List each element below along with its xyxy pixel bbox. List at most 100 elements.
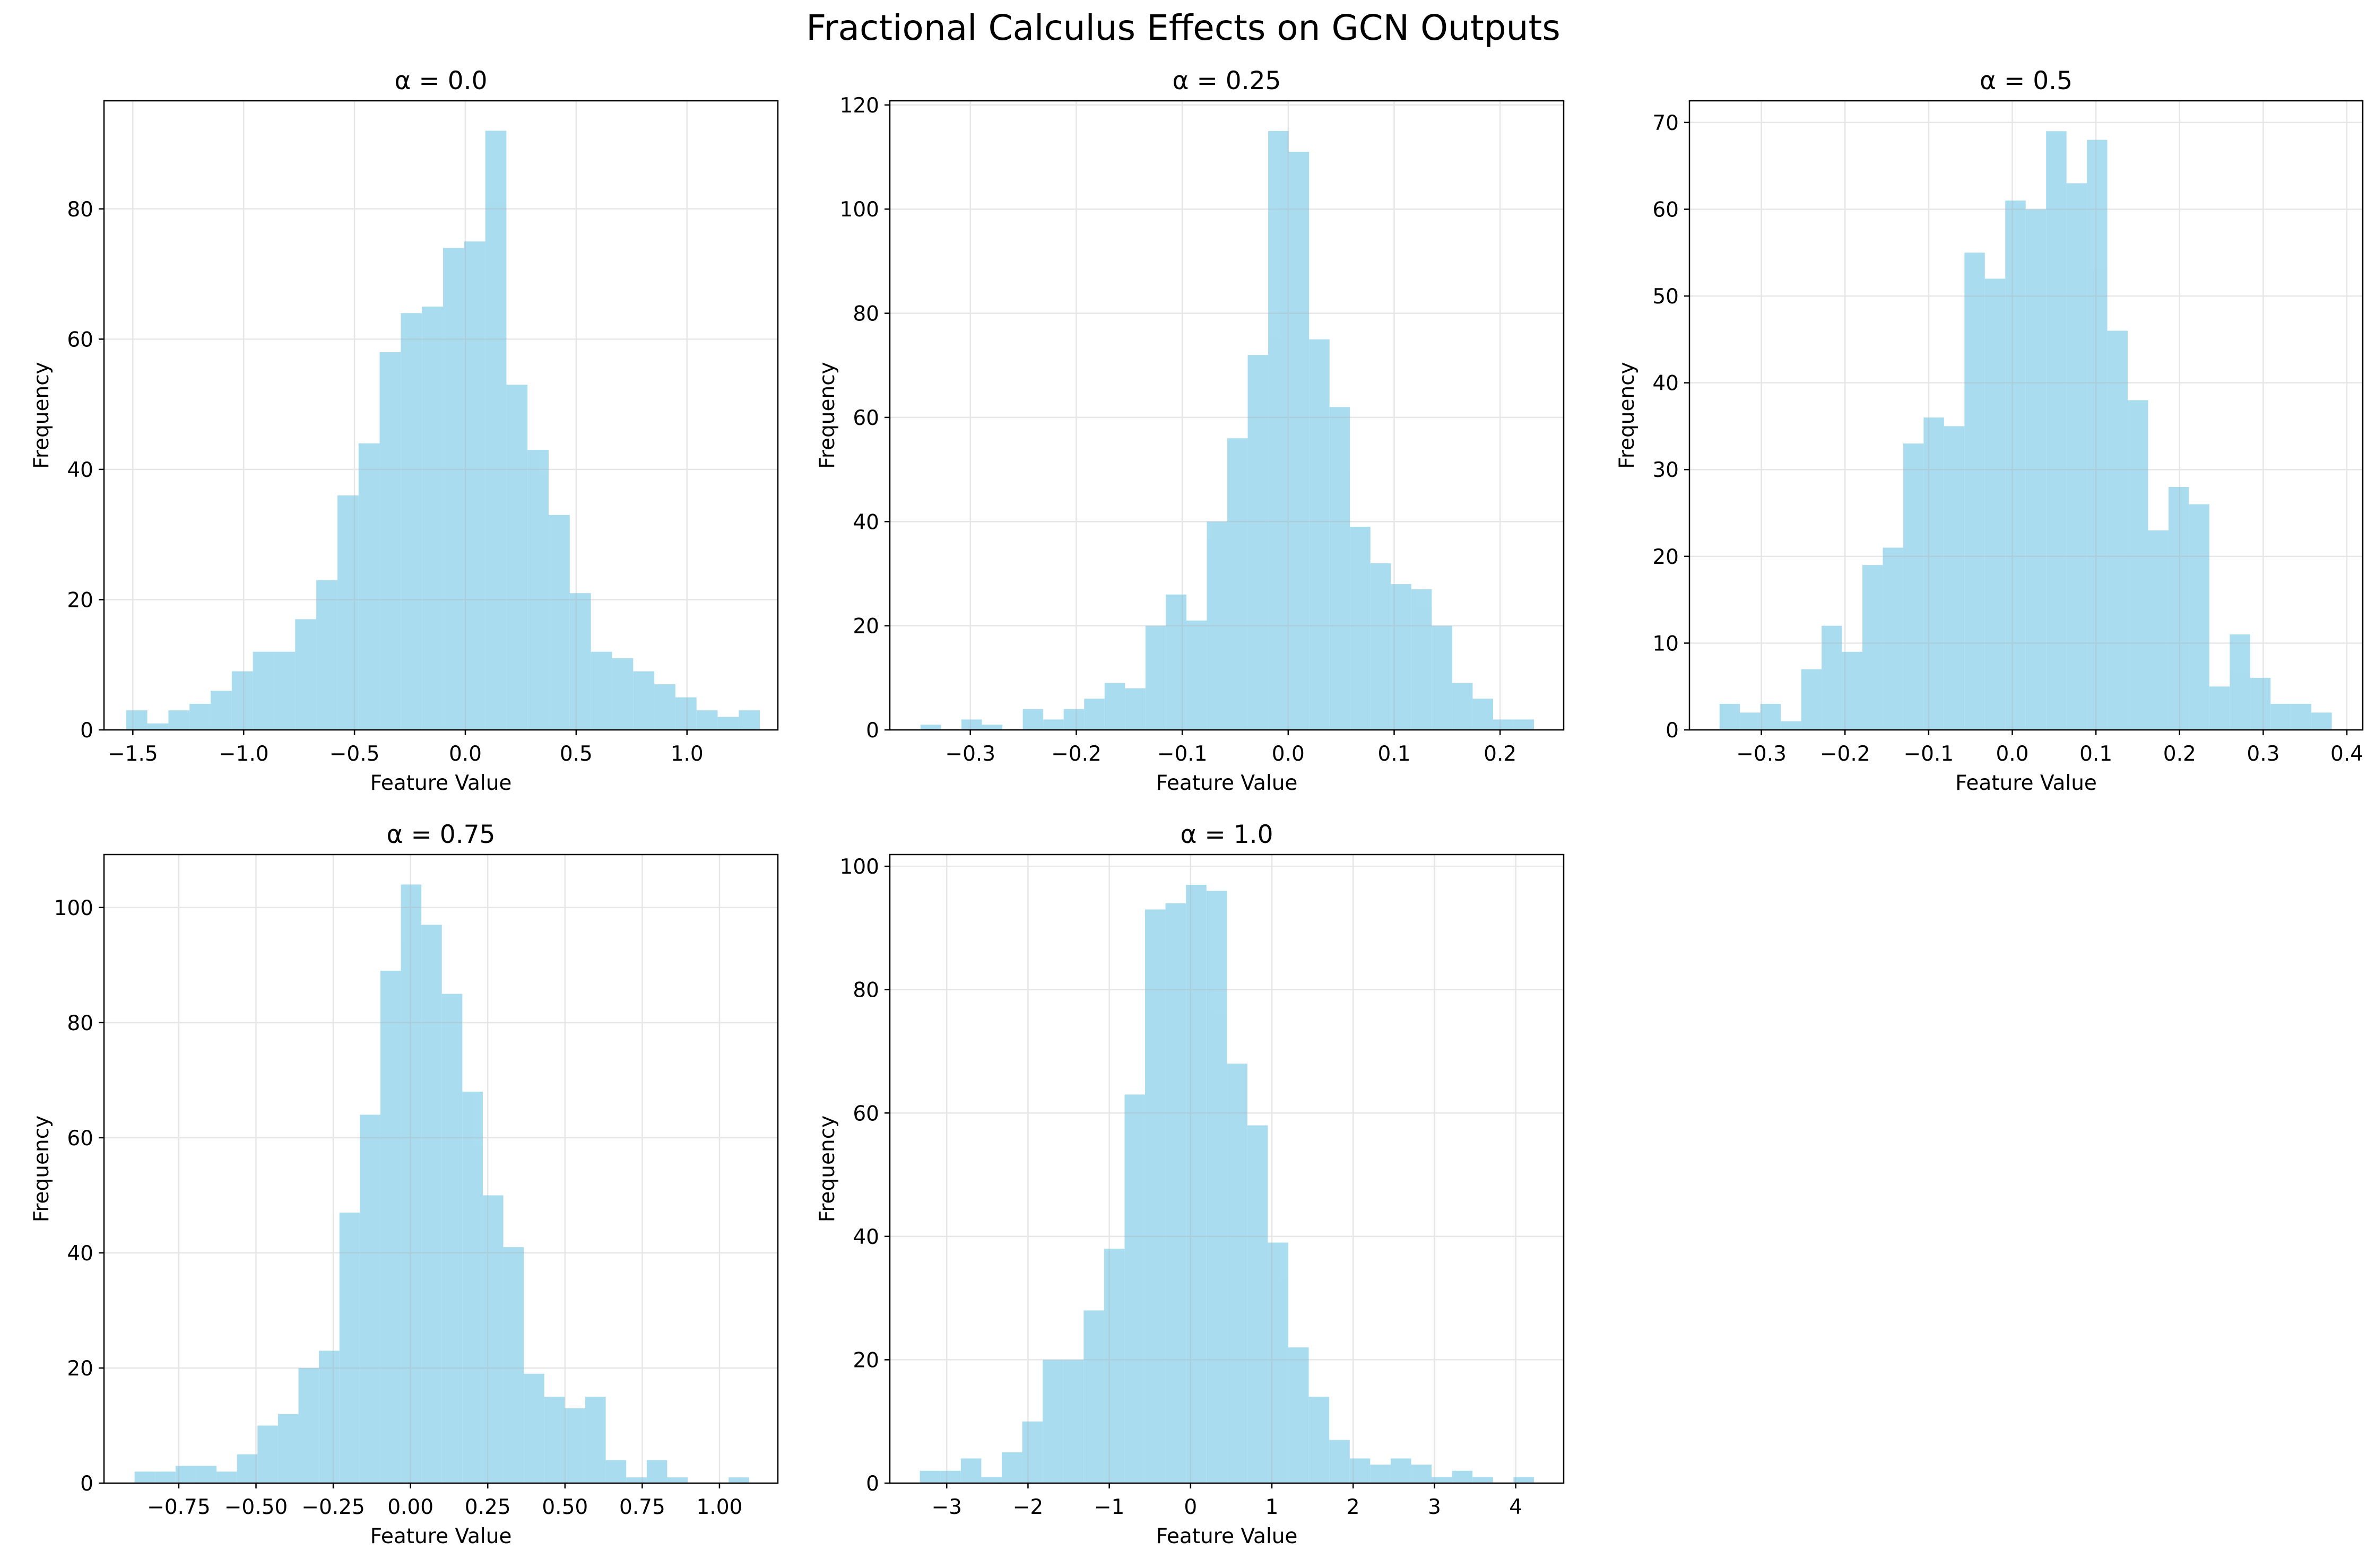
histogram-bar	[981, 1477, 1002, 1483]
histogram-bar	[337, 495, 359, 730]
histogram-bar	[1206, 891, 1227, 1483]
histogram-bar	[253, 651, 274, 730]
histogram-bar	[379, 352, 401, 730]
y-tick-label: 20	[853, 615, 879, 639]
histogram-bar	[1822, 625, 1842, 730]
histogram-bar	[1472, 1477, 1493, 1483]
histogram-bar	[196, 1466, 217, 1483]
y-tick-label: 100	[840, 198, 879, 222]
histogram-bar	[211, 691, 232, 730]
x-tick-label: −0.25	[301, 1495, 365, 1519]
y-tick-label: 100	[54, 896, 93, 920]
y-tick-label: 40	[67, 1242, 93, 1266]
histogram-bar	[920, 725, 941, 730]
x-tick-label: 0.0	[1272, 742, 1305, 766]
histogram-bar	[675, 697, 697, 730]
histogram-bar	[1022, 709, 1044, 730]
x-tick-label: −0.3	[945, 742, 995, 766]
histogram-bar	[2148, 530, 2169, 730]
y-tick-label: 20	[67, 588, 93, 612]
histogram-bar	[626, 1477, 647, 1483]
histogram-bar	[506, 385, 528, 730]
histogram-bar	[1165, 903, 1186, 1483]
x-tick-label: 4	[1509, 1495, 1522, 1519]
histogram-bar	[1781, 721, 1801, 730]
x-tick-label: 0.0	[449, 742, 482, 766]
x-tick-label: 1	[1265, 1495, 1279, 1519]
histogram-bar	[482, 1195, 504, 1483]
histogram-bar	[1104, 683, 1125, 730]
y-tick-label: 60	[853, 406, 879, 430]
histogram-bar	[729, 1477, 749, 1483]
histogram-bar	[961, 719, 982, 730]
histogram-bar	[278, 1414, 299, 1483]
plot-frame	[103, 853, 779, 1484]
histogram-bar	[175, 1466, 196, 1483]
histogram-bar	[1862, 565, 1883, 730]
histogram-bar	[2189, 504, 2209, 730]
histogram-bar	[316, 580, 337, 730]
histogram-bar	[421, 925, 442, 1483]
histogram-bar	[1022, 1421, 1043, 1483]
grid-lines	[890, 101, 1564, 731]
histogram-bar	[168, 710, 190, 730]
histogram-bar	[1288, 1347, 1309, 1483]
x-tick-label: 0.4	[2330, 742, 2363, 766]
histogram-bar	[1308, 1397, 1330, 1483]
histogram-bar	[1043, 719, 1064, 730]
x-tick-label: 1.00	[697, 1495, 743, 1519]
histogram-bar	[524, 1373, 544, 1483]
y-tick-label: 60	[1652, 198, 1679, 222]
x-tick-label: 0.00	[387, 1495, 433, 1519]
histogram-bar	[216, 1471, 237, 1483]
histogram-bar	[1063, 1360, 1084, 1483]
histogram-bar	[1001, 1452, 1022, 1483]
histogram-bar	[237, 1454, 258, 1483]
x-tick-label: 0.1	[1377, 742, 1410, 766]
histogram-bar	[1883, 547, 1903, 730]
histogram-bar	[1390, 1458, 1411, 1483]
histogram-bars	[1719, 131, 2332, 730]
histogram-bar	[319, 1351, 340, 1483]
y-tick-label: 60	[67, 328, 93, 352]
histogram-bar	[274, 651, 296, 730]
histogram-bar	[1227, 438, 1248, 730]
y-tick-label: 80	[67, 1012, 93, 1035]
histogram-bar	[654, 684, 675, 730]
histogram-bar	[1186, 620, 1207, 730]
histogram-bar	[1247, 355, 1269, 730]
subplot-1: −1.5 −1.0 −0.5 0.0 0.5 1.0 0 20 40 60 80 α = 0.0 Fea…	[30, 66, 779, 795]
x-tick-label: −0.3	[1736, 742, 1787, 766]
histogram-bar	[1493, 719, 1514, 730]
y-tick-label: 60	[67, 1127, 93, 1151]
histogram-bar	[2311, 712, 2332, 730]
y-tick-label: 40	[853, 510, 879, 534]
histogram-bar	[464, 241, 485, 730]
y-tick-label: 10	[1652, 632, 1679, 656]
x-tick-label: −0.1	[1903, 742, 1954, 766]
x-tick-label: 0.75	[619, 1495, 665, 1519]
histogram-bar	[1964, 252, 1985, 730]
subplot-title: α = 1.0	[1181, 820, 1273, 849]
histogram-bar	[1760, 703, 1781, 730]
x-axis-label: Feature Value	[370, 1525, 512, 1548]
histogram-bar	[485, 130, 507, 730]
histogram-bar	[1166, 594, 1186, 730]
histogram-bar	[1370, 1465, 1391, 1483]
histogram-bar	[1719, 703, 1740, 730]
histogram-bar	[1842, 651, 1862, 730]
histogram-bars	[920, 130, 1534, 730]
histogram-bar	[155, 1471, 176, 1483]
histogram-bar	[401, 313, 422, 730]
histogram-bars	[920, 884, 1534, 1483]
y-tick-label: 40	[67, 458, 93, 482]
histogram-bar	[1268, 130, 1289, 730]
histogram-bar	[1145, 909, 1166, 1483]
histogram-bar	[2270, 703, 2291, 730]
histogram-bar	[2046, 131, 2067, 730]
histogram-bar	[549, 515, 570, 730]
x-tick-label: −1.0	[219, 742, 269, 766]
x-tick-label: 0.1	[2079, 742, 2112, 766]
